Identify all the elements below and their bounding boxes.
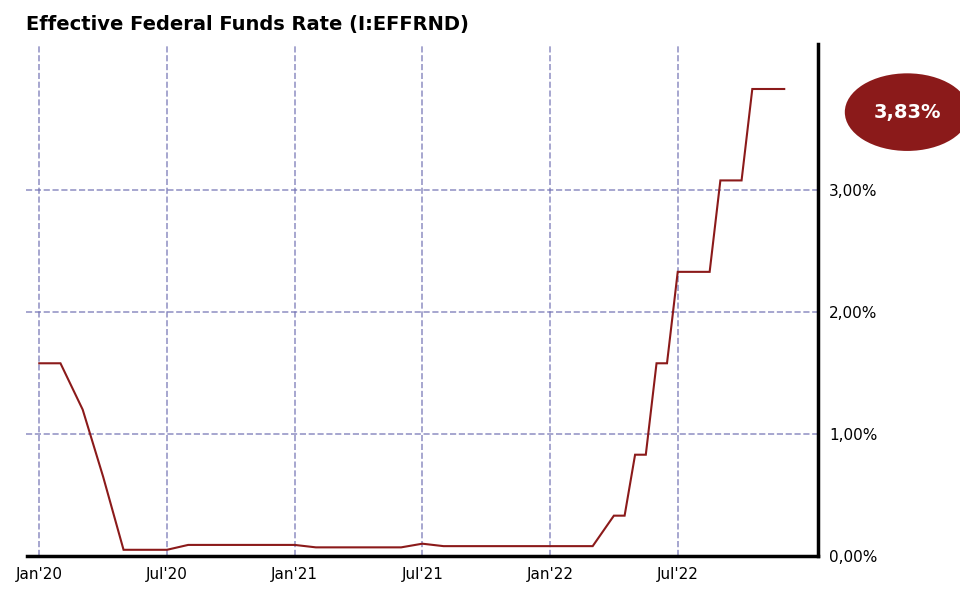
Text: 3,83%: 3,83% [874, 103, 941, 122]
Text: Effective Federal Funds Rate (I:EFFRND): Effective Federal Funds Rate (I:EFFRND) [27, 15, 469, 34]
